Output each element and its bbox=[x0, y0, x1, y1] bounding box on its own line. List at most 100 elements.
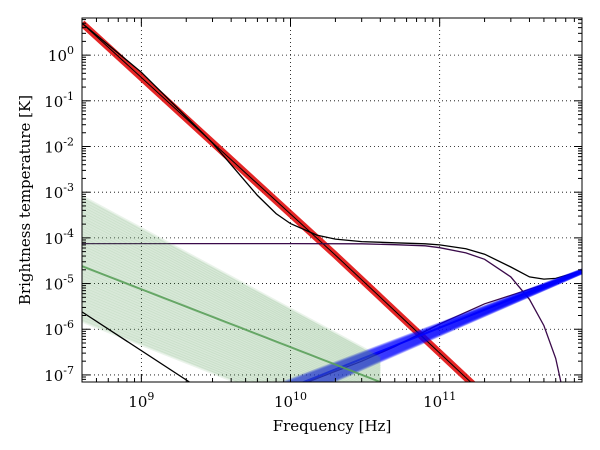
series-5-strands-strand bbox=[82, 303, 274, 382]
series-4-strands-strand bbox=[324, 271, 582, 382]
series-4-strands-strand bbox=[311, 270, 582, 382]
y-tick-label: 10-5 bbox=[44, 273, 74, 294]
y-tick-label: 100 bbox=[48, 44, 74, 65]
series-4-strands-strand bbox=[283, 268, 582, 382]
series-5-strands-strand bbox=[82, 281, 313, 382]
series-5-strands-strand bbox=[82, 245, 368, 382]
series-5-strands-strand bbox=[82, 308, 263, 382]
y-tick-label: 10-4 bbox=[44, 227, 74, 248]
plot-frame bbox=[81, 17, 583, 383]
series-5-strands-strand bbox=[82, 283, 308, 382]
series-5-strands-strand bbox=[82, 258, 348, 382]
series-5-strands-strand bbox=[82, 264, 339, 382]
series-4-strands-strand bbox=[321, 271, 582, 382]
series-5-strands-strand bbox=[82, 236, 379, 382]
x-axis-label: Frequency [Hz] bbox=[273, 417, 392, 435]
y-tick-label: 10-6 bbox=[44, 318, 74, 339]
series-5-strands-strand bbox=[82, 217, 381, 374]
series-5-strands-strand bbox=[82, 275, 322, 382]
series-4-strands-strand bbox=[325, 271, 582, 382]
series-4-strands-strand bbox=[308, 270, 582, 382]
series-4-strands-strand bbox=[315, 270, 582, 382]
series-5-strands-strand bbox=[82, 297, 284, 382]
series-5-strands-strand bbox=[82, 311, 258, 382]
series-5-strands-strand bbox=[82, 220, 381, 376]
series-4-strands-strand bbox=[327, 271, 582, 382]
series-4-strands-strand bbox=[313, 270, 582, 382]
series-5-strands-strand bbox=[82, 294, 289, 382]
series-4-strands-strand bbox=[318, 270, 582, 382]
series-5-strands-strand bbox=[82, 231, 381, 382]
y-axis-label: Brightness temperature [K] bbox=[16, 95, 34, 305]
series-4-strands-strand bbox=[284, 268, 582, 382]
series-layer bbox=[82, 20, 582, 382]
series-2-line bbox=[82, 242, 562, 382]
series-5-strands-strand bbox=[82, 195, 382, 359]
series-5-strands-strand bbox=[82, 256, 352, 382]
series-5-strands-strand bbox=[82, 278, 317, 382]
ticks bbox=[81, 18, 583, 383]
series-5-strands-strand bbox=[82, 286, 303, 382]
series-5-strands-strand bbox=[82, 306, 268, 382]
series-4-strands-strand bbox=[306, 270, 582, 382]
y-tick-label: 10-7 bbox=[44, 364, 74, 385]
series-4-strands-strand bbox=[310, 270, 582, 382]
series-5-strands-strand bbox=[82, 250, 360, 382]
series-5-strands-strand bbox=[82, 242, 371, 382]
x-tick-label: 1010 bbox=[274, 390, 307, 411]
series-5-strands-strand bbox=[82, 270, 331, 382]
series-5-strands-strand bbox=[82, 225, 381, 379]
series-4-strands-strand bbox=[328, 271, 582, 382]
series-4-strands-strand bbox=[309, 270, 582, 382]
series-4-strands-strand bbox=[314, 270, 582, 382]
series-5-band bbox=[82, 196, 381, 382]
series-5-strands-strand bbox=[82, 314, 252, 382]
series-4-strands-strand bbox=[316, 270, 582, 382]
series-6-line bbox=[82, 311, 190, 382]
series-5-strands-strand bbox=[82, 247, 364, 382]
series-4-strands-strand bbox=[287, 268, 582, 382]
y-tick-label: 10-2 bbox=[44, 136, 74, 157]
series-5-strands-strand bbox=[82, 272, 326, 382]
y-tick-label: 10-3 bbox=[44, 181, 74, 202]
series-4-strands-strand bbox=[323, 271, 582, 382]
x-tick-label: 1011 bbox=[423, 390, 456, 411]
series-5-strands-strand bbox=[82, 203, 382, 365]
series-5-strands-strand bbox=[82, 209, 381, 368]
plot-background bbox=[82, 18, 582, 382]
series-5-strands-strand bbox=[82, 206, 381, 367]
x-tick-label: 109 bbox=[128, 390, 154, 411]
series-4-band bbox=[284, 269, 582, 382]
series-4-strands-strand bbox=[280, 268, 582, 382]
series-5-strands-strand bbox=[82, 300, 279, 382]
series-5-strands-strand bbox=[82, 289, 299, 382]
series-5-strands-strand bbox=[82, 292, 294, 382]
series-5-strands-strand bbox=[82, 317, 247, 382]
series-4-strands-strand bbox=[312, 270, 582, 382]
series-5-strands bbox=[82, 195, 382, 382]
series-5-strands-strand bbox=[82, 200, 382, 363]
series-4-line bbox=[301, 269, 582, 382]
series-5-line bbox=[82, 265, 381, 382]
series-4-strands-strand bbox=[319, 270, 582, 382]
series-4-strands-strand bbox=[317, 270, 582, 382]
series-5-strands-strand bbox=[82, 222, 381, 377]
series-5-strands-strand bbox=[82, 214, 381, 372]
series-4-strands-strand bbox=[286, 268, 582, 382]
series-4-strands-strand bbox=[281, 268, 582, 382]
series-4-strands-strand bbox=[326, 271, 582, 382]
x-tick-labels: 109 1010 1011 bbox=[128, 390, 456, 411]
series-4-strands-strand bbox=[288, 268, 582, 382]
series-0-line bbox=[82, 22, 472, 382]
series-5-strands-strand bbox=[82, 228, 381, 381]
series-4-strands-strand bbox=[282, 268, 582, 382]
series-5-strands-strand bbox=[82, 211, 381, 370]
series-5-strands-strand bbox=[82, 198, 382, 361]
y-tick-label: 10-1 bbox=[44, 90, 74, 111]
series-4-strands-strand bbox=[329, 271, 582, 382]
series-5-strands-strand bbox=[82, 234, 381, 382]
series-1-line bbox=[82, 22, 582, 280]
y-tick-labels: 100 10-1 10-2 10-3 10-4 10-5 10-6 10-7 bbox=[44, 44, 74, 385]
series-4-strands-strand bbox=[320, 271, 582, 382]
